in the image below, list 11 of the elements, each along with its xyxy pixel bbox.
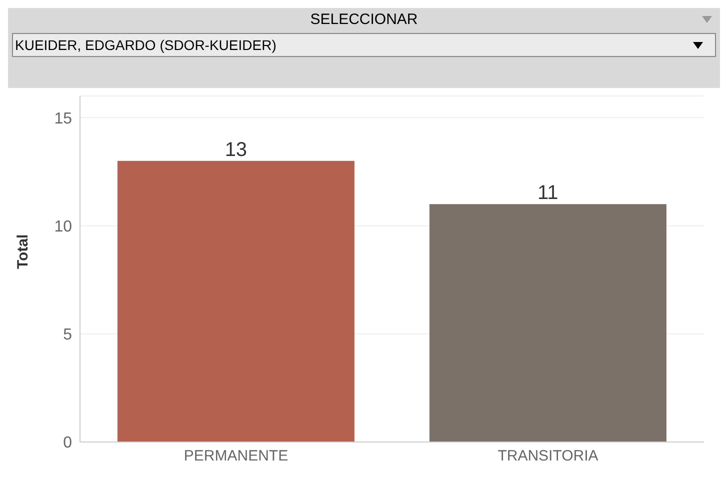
data-label: 11 <box>538 182 558 204</box>
text: KUEIDER, EDGARDO (SDOR-KUEIDER) <box>12 33 716 57</box>
x-tick-label: PERMANENTE <box>184 448 288 465</box>
data-label: 13 <box>224 138 248 161</box>
y-axis-title: Total <box>14 234 32 269</box>
y-tick-label: 5 <box>63 326 72 344</box>
text: SELECCIONAR <box>309 10 419 30</box>
y-tick-label: 15 <box>54 110 72 128</box>
y-tick-label: 0 <box>63 434 72 452</box>
x-tick-label: TRANSITORIA <box>498 448 598 465</box>
y-tick-label: 10 <box>54 218 72 236</box>
